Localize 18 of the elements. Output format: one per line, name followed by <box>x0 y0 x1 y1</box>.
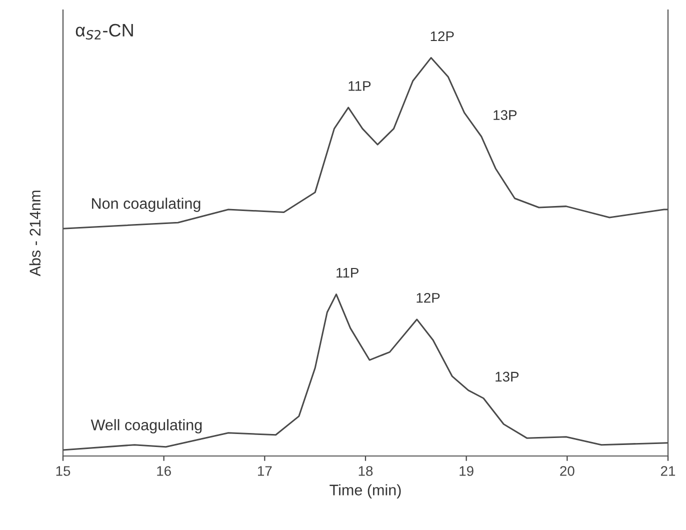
annotation: 11P <box>348 81 371 91</box>
x-tick-label: 16 <box>157 466 171 476</box>
series-label: Well coagulating <box>90 419 202 434</box>
x-tick-label: 18 <box>358 466 373 476</box>
x-tick-label: 19 <box>460 466 474 476</box>
y-axis-title: Abs - 214nm <box>29 190 41 276</box>
chart-title: α$_{S2}$-CN <box>76 24 133 40</box>
annotation: 11P <box>336 268 358 278</box>
x-tick-label: 21 <box>660 466 676 476</box>
annotation: 13P <box>494 110 517 120</box>
annotation: 12P <box>416 292 440 303</box>
x-tick-label: 20 <box>560 466 574 476</box>
annotation: 12P <box>430 31 454 42</box>
x-axis-title: Time (min) <box>330 484 401 498</box>
x-tick-label: 15 <box>56 466 70 476</box>
annotation: 13P <box>496 372 519 382</box>
x-tick-label: 17 <box>258 466 272 476</box>
series-label: Non coagulating <box>92 198 200 212</box>
